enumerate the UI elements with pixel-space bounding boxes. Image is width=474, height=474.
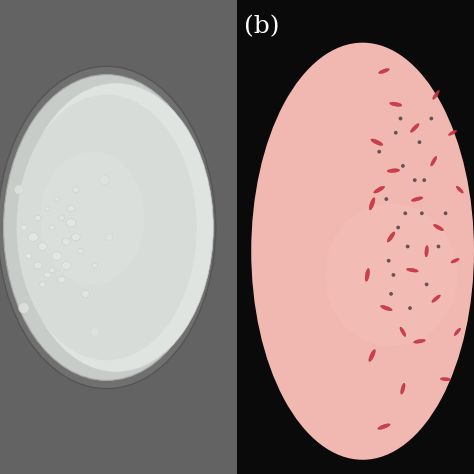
Ellipse shape: [432, 295, 440, 302]
Ellipse shape: [371, 139, 383, 146]
Circle shape: [418, 140, 421, 144]
Circle shape: [377, 150, 381, 154]
Ellipse shape: [52, 252, 62, 260]
Ellipse shape: [390, 102, 402, 106]
Circle shape: [425, 283, 428, 286]
Ellipse shape: [49, 268, 55, 273]
Ellipse shape: [19, 83, 213, 372]
Circle shape: [401, 164, 405, 168]
Ellipse shape: [34, 262, 42, 269]
Ellipse shape: [92, 263, 98, 268]
Bar: [237, 0, 474, 474]
Ellipse shape: [401, 383, 405, 394]
Ellipse shape: [73, 187, 79, 192]
Ellipse shape: [325, 204, 457, 346]
Circle shape: [429, 117, 433, 120]
Ellipse shape: [433, 224, 444, 231]
Ellipse shape: [425, 246, 428, 257]
Ellipse shape: [38, 243, 47, 250]
Ellipse shape: [387, 169, 400, 173]
Ellipse shape: [0, 66, 216, 389]
Ellipse shape: [100, 175, 109, 185]
Ellipse shape: [17, 95, 197, 360]
Ellipse shape: [400, 327, 406, 337]
Ellipse shape: [411, 197, 423, 201]
Ellipse shape: [365, 268, 370, 282]
Ellipse shape: [20, 225, 27, 230]
Ellipse shape: [67, 206, 75, 211]
Circle shape: [408, 306, 412, 310]
Ellipse shape: [78, 249, 83, 254]
Bar: [0, 0, 237, 474]
Circle shape: [422, 178, 426, 182]
Ellipse shape: [378, 424, 390, 429]
Ellipse shape: [440, 378, 451, 381]
Circle shape: [403, 211, 407, 215]
Ellipse shape: [62, 238, 71, 245]
Ellipse shape: [81, 291, 90, 297]
Ellipse shape: [91, 328, 99, 336]
Circle shape: [437, 245, 440, 248]
Circle shape: [387, 259, 391, 263]
Ellipse shape: [379, 69, 389, 73]
Circle shape: [413, 178, 417, 182]
Ellipse shape: [72, 233, 80, 241]
Ellipse shape: [45, 206, 50, 211]
Ellipse shape: [387, 232, 395, 242]
Circle shape: [444, 211, 447, 215]
Circle shape: [389, 292, 393, 296]
Ellipse shape: [456, 186, 463, 193]
Ellipse shape: [251, 43, 474, 460]
Circle shape: [392, 273, 395, 277]
Ellipse shape: [374, 186, 384, 193]
Ellipse shape: [59, 216, 64, 220]
Ellipse shape: [44, 272, 51, 278]
Ellipse shape: [369, 349, 375, 362]
Circle shape: [396, 226, 400, 229]
Ellipse shape: [14, 185, 24, 194]
Ellipse shape: [410, 124, 419, 132]
Ellipse shape: [58, 276, 65, 283]
Ellipse shape: [369, 198, 375, 210]
Ellipse shape: [451, 258, 459, 263]
Ellipse shape: [448, 130, 457, 136]
Ellipse shape: [28, 233, 38, 241]
Ellipse shape: [25, 253, 32, 259]
Ellipse shape: [55, 197, 59, 201]
Circle shape: [399, 117, 402, 120]
Ellipse shape: [35, 215, 41, 221]
Ellipse shape: [40, 282, 46, 287]
Text: (b): (b): [244, 15, 280, 38]
Ellipse shape: [381, 305, 392, 311]
Ellipse shape: [18, 303, 29, 313]
Circle shape: [420, 211, 424, 215]
Ellipse shape: [414, 339, 425, 343]
Ellipse shape: [454, 328, 461, 336]
Ellipse shape: [62, 262, 71, 269]
Ellipse shape: [40, 152, 145, 284]
Ellipse shape: [4, 74, 210, 380]
Ellipse shape: [433, 90, 439, 100]
Ellipse shape: [105, 233, 113, 241]
Circle shape: [394, 131, 398, 135]
Circle shape: [384, 197, 388, 201]
Ellipse shape: [431, 156, 437, 166]
Ellipse shape: [49, 225, 55, 230]
Ellipse shape: [66, 219, 76, 227]
Ellipse shape: [407, 268, 418, 272]
Circle shape: [406, 245, 410, 248]
